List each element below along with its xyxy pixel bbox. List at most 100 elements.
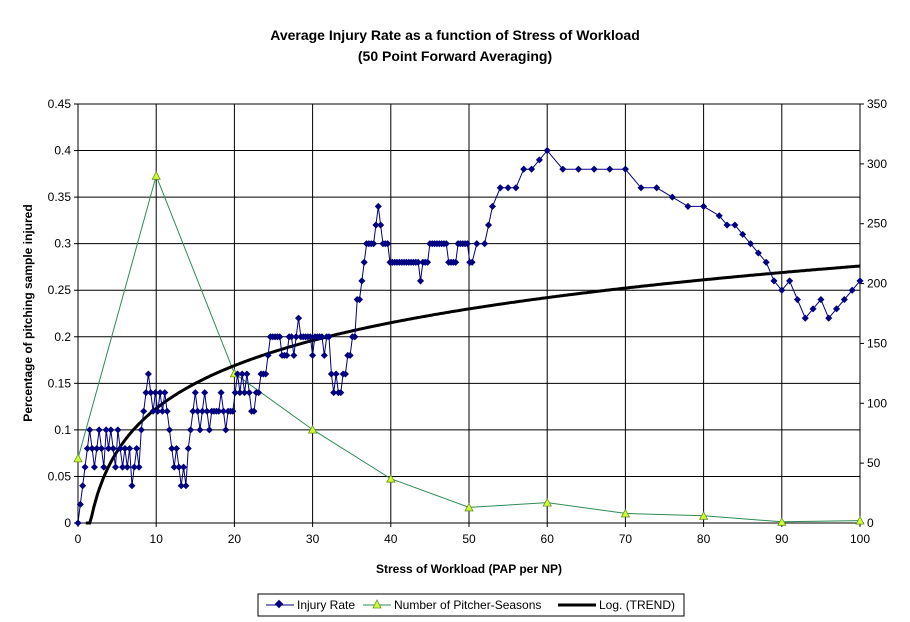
injury-rate-point — [151, 389, 159, 397]
injury-rate-point — [97, 444, 105, 453]
x-tick-label: 60 — [541, 532, 555, 546]
injury-rate-point — [128, 482, 136, 490]
injury-rate-point — [222, 426, 230, 434]
injury-rate-point — [229, 407, 237, 415]
series-injury-rate — [74, 147, 864, 527]
injury-rate-point — [341, 370, 349, 378]
injury-rate-point — [290, 351, 298, 359]
injury-rate-point — [424, 258, 432, 266]
injury-rate-point — [746, 240, 755, 248]
injury-rate-point — [201, 389, 209, 397]
injury-rate-point — [653, 184, 661, 192]
y-tick-label: 0.3 — [54, 237, 71, 251]
injury-rate-point — [182, 482, 190, 490]
injury-rate-point — [217, 389, 225, 397]
x-tick-label: 70 — [619, 532, 633, 546]
injury-rate-point — [205, 426, 213, 434]
injury-rate-point — [175, 463, 183, 471]
injury-rate-point — [130, 463, 138, 471]
injury-rate-point — [294, 314, 303, 322]
injury-rate-point — [231, 389, 239, 397]
pitcher-seasons-point — [855, 515, 865, 525]
injury-rate-point — [158, 407, 166, 415]
injury-rate-point — [377, 221, 385, 229]
injury-rate-point — [238, 370, 246, 378]
x-tick-label: 80 — [697, 532, 711, 546]
injury-rate-point — [189, 407, 197, 415]
y-tick-label: 0.05 — [48, 469, 72, 483]
injury-rate-point — [100, 463, 108, 471]
injury-rate-point — [535, 156, 543, 164]
legend-marker-pitcher-seasons — [372, 599, 382, 609]
y-tick-label: 0.25 — [48, 283, 72, 297]
x-axis-title: Stress of Workload (PAP per NP) — [376, 562, 562, 576]
injury-rate-point — [74, 519, 82, 527]
injury-rate-point — [786, 277, 794, 285]
injury-rate-point — [754, 249, 762, 257]
injury-rate-point — [731, 221, 739, 229]
pitcher-seasons-point — [620, 508, 631, 518]
injury-rate-point — [520, 165, 528, 173]
injury-rate-point — [180, 463, 188, 471]
injury-rate-point — [621, 165, 629, 173]
injury-rate-point — [184, 444, 192, 453]
y2-tick-label: 250 — [867, 217, 887, 231]
injury-rate-point — [793, 295, 801, 304]
injury-rate-point — [198, 407, 206, 415]
injury-rate-point — [161, 389, 169, 397]
injury-rate-point — [196, 426, 204, 434]
pitcher-seasons-point — [542, 497, 552, 507]
injury-rate-point — [543, 147, 551, 155]
injury-rate-point — [848, 286, 856, 294]
injury-rate-point — [276, 333, 284, 341]
series-number-of-pitcher-seasons — [73, 170, 865, 526]
y2-tick-label: 50 — [867, 456, 881, 470]
injury-rate-point — [330, 389, 338, 397]
injury-rate-point — [416, 277, 425, 285]
injury-rate-point — [187, 426, 195, 434]
injury-rate-point — [504, 184, 512, 192]
injury-rate-point — [194, 407, 202, 415]
y2-tick-label: 200 — [867, 277, 887, 291]
injury-rate-point — [606, 165, 614, 173]
injury-rate-point — [325, 333, 333, 341]
injury-rate-point — [292, 333, 300, 341]
injury-rate-point — [370, 240, 378, 248]
injury-rate-point — [770, 277, 778, 285]
injury-rate-point — [170, 463, 178, 471]
y2-tick-label: 100 — [867, 396, 887, 410]
y-tick-label: 0.15 — [48, 376, 72, 390]
gridlines — [78, 104, 860, 523]
injury-rate-point — [255, 389, 263, 397]
injury-rate-point — [481, 240, 489, 248]
y2-tick-label: 300 — [867, 157, 887, 171]
injury-rate-point — [250, 407, 258, 415]
injury-rate-point — [485, 221, 493, 229]
injury-rate-point — [219, 407, 227, 415]
injury-rate-point — [320, 351, 328, 359]
injury-rate-point — [243, 370, 251, 378]
x-tick-label: 0 — [75, 532, 82, 546]
y2-tick-label: 0 — [867, 516, 874, 530]
legend-item-log-trend: Log. (TREND) — [558, 598, 675, 612]
pitcher-seasons-point — [698, 510, 709, 520]
injury-rate-point — [154, 407, 162, 415]
injury-rate-point — [137, 426, 145, 434]
injury-rate-point — [262, 370, 270, 378]
y-tick-label: 0.35 — [48, 190, 72, 204]
injury-rate-point — [384, 240, 392, 248]
injury-rate-point — [93, 444, 101, 453]
y-tick-label: 0.45 — [48, 97, 72, 111]
x-tick-label: 40 — [384, 532, 398, 546]
injury-rate-point — [488, 202, 496, 210]
injury-rate-point — [528, 165, 536, 173]
injury-rate-point — [590, 165, 598, 173]
injury-rate-point — [81, 463, 89, 471]
injury-rate-point — [468, 258, 476, 266]
injury-rate-point — [177, 482, 185, 490]
x-tick-label: 20 — [228, 532, 242, 546]
injury-rate-point — [715, 212, 723, 220]
injury-rate-point — [512, 184, 520, 192]
injury-rate-point — [374, 202, 382, 210]
x-tick-label: 30 — [306, 532, 320, 546]
